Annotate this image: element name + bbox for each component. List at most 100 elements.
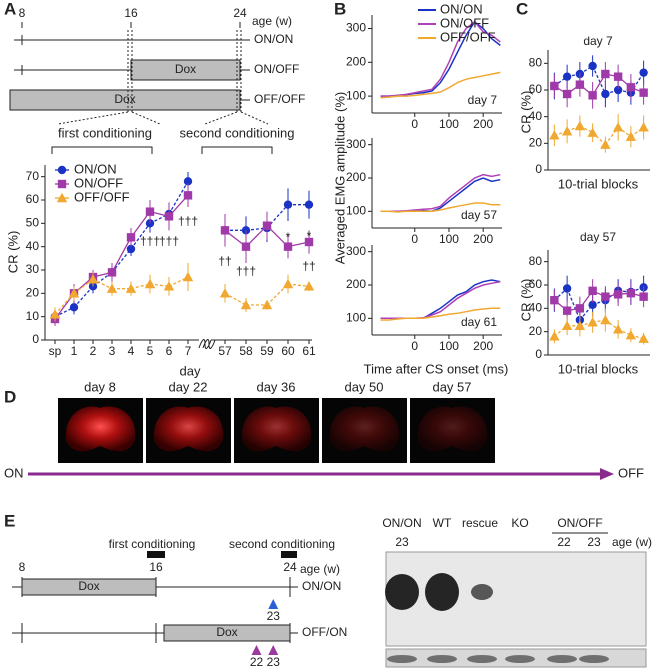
trace	[380, 280, 501, 320]
marker	[588, 91, 597, 100]
y-axis-label: Averaged EMG amplitude (%)	[332, 92, 347, 264]
marker	[57, 179, 67, 189]
marker	[575, 304, 585, 313]
phase-label: first conditioning	[109, 537, 196, 551]
y-tick-label: 40	[529, 301, 543, 315]
marker	[588, 300, 597, 310]
brain-section	[417, 406, 488, 452]
x-tick-label: 0	[411, 339, 418, 353]
y-tick-label: 300	[346, 244, 366, 258]
annotation: *	[286, 230, 291, 244]
line-segment	[73, 278, 94, 294]
line-segment	[566, 288, 581, 321]
guide	[240, 111, 269, 125]
marker	[182, 271, 194, 282]
marker	[87, 274, 99, 284]
age-unit: age (w)	[252, 14, 292, 28]
marker	[550, 81, 559, 91]
marker	[562, 72, 572, 81]
annotation: *	[307, 229, 312, 243]
legend-label: ON/OFF	[440, 15, 489, 30]
marker	[601, 69, 610, 79]
marker	[613, 290, 623, 299]
annotation: ††	[302, 259, 315, 273]
lane-label: ON/ON	[382, 516, 421, 530]
marker	[612, 122, 624, 132]
x-tick-label: 61	[302, 344, 316, 358]
marker	[625, 329, 637, 340]
x-tick-label: 60	[281, 344, 295, 358]
day-label: day 8	[84, 379, 116, 394]
marker	[613, 85, 623, 95]
y-tick-label: 70	[26, 169, 40, 183]
legend-label: OFF/OFF	[440, 29, 496, 44]
marker	[561, 126, 573, 136]
y-tick-label: 80	[529, 56, 543, 70]
y-tick-label: 60	[529, 82, 543, 96]
panel-label: B	[334, 0, 346, 18]
arrow-label: 23	[267, 655, 281, 668]
phase-label: first conditioning	[58, 125, 152, 140]
arrow-label: 22	[250, 655, 264, 668]
y-tick-label: 0	[32, 332, 39, 346]
annotation: †††	[159, 234, 179, 248]
marker	[304, 237, 314, 247]
age-unit: age (w)	[612, 535, 652, 549]
age-tick-label: 24	[283, 560, 297, 574]
y-tick-label: 30	[26, 262, 40, 276]
arrow-head	[600, 468, 614, 480]
marker	[587, 127, 598, 137]
loading-band	[427, 655, 457, 663]
marker	[283, 242, 293, 251]
age-tick-label: 8	[19, 560, 26, 574]
panel-label: E	[4, 511, 15, 530]
marker	[639, 88, 648, 97]
dox-label: Dox	[78, 579, 99, 593]
age-label: 22	[557, 535, 571, 549]
trace	[380, 307, 501, 321]
chart-title: day 7	[583, 34, 613, 48]
x-axis-label: 10-trial blocks	[558, 361, 639, 376]
x-tick-label: 100	[439, 339, 459, 353]
marker	[57, 165, 67, 175]
blot-top	[385, 551, 647, 647]
x-tick-label: 1	[71, 344, 78, 358]
age-tick-label: 8	[19, 6, 26, 20]
dox-bar	[21, 578, 157, 596]
annotation: †††	[236, 264, 256, 278]
trace	[380, 202, 501, 213]
line-segment	[130, 211, 151, 238]
x-tick-label: 3	[109, 344, 116, 358]
marker	[144, 278, 156, 289]
chart-title: day 61	[461, 315, 497, 329]
blot-band	[471, 584, 493, 600]
phase-bar	[281, 551, 297, 558]
marker	[601, 292, 610, 301]
age-label: 23	[587, 535, 601, 549]
marker	[562, 89, 572, 99]
marker	[600, 314, 611, 325]
y-tick-label: 200	[346, 54, 366, 68]
marker	[241, 242, 251, 251]
marker	[626, 288, 636, 298]
marker	[613, 72, 623, 81]
guide	[57, 111, 129, 125]
y-tick-label: 200	[346, 277, 366, 291]
x-tick-label: 200	[473, 339, 493, 353]
marker	[549, 331, 560, 341]
y-tick-label: 300	[346, 21, 366, 35]
x-tick-label: 6	[166, 344, 173, 358]
legend-label: ON/ON	[74, 161, 117, 176]
time-arrow	[268, 645, 279, 655]
x-tick-label: 100	[439, 117, 459, 131]
y-tick-label: 20	[529, 136, 543, 150]
day-label: day 57	[432, 379, 471, 394]
marker	[626, 83, 636, 92]
x-tick-label: 0	[411, 232, 418, 246]
x-tick-label: 0	[411, 117, 418, 131]
dox-bar	[130, 59, 241, 81]
loading-band	[579, 655, 609, 663]
blot-band	[385, 574, 419, 610]
marker	[219, 288, 231, 298]
age-label: 23	[395, 535, 409, 549]
